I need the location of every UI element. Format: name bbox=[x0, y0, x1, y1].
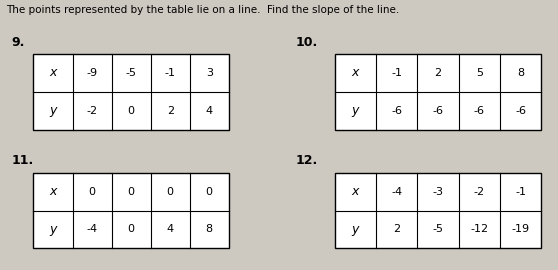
Text: y: y bbox=[49, 104, 57, 117]
Text: -5: -5 bbox=[432, 224, 444, 235]
Text: x: x bbox=[49, 66, 57, 79]
Text: -1: -1 bbox=[515, 187, 526, 197]
Text: 10.: 10. bbox=[296, 36, 318, 49]
Text: -19: -19 bbox=[512, 224, 530, 235]
Text: -4: -4 bbox=[391, 187, 402, 197]
Text: -3: -3 bbox=[432, 187, 444, 197]
Text: -6: -6 bbox=[432, 106, 444, 116]
Text: 8: 8 bbox=[517, 68, 524, 78]
Text: 0: 0 bbox=[167, 187, 174, 197]
Text: 12.: 12. bbox=[296, 154, 318, 167]
Text: x: x bbox=[49, 185, 57, 198]
Text: -6: -6 bbox=[391, 106, 402, 116]
Text: y: y bbox=[352, 104, 359, 117]
Text: 0: 0 bbox=[206, 187, 213, 197]
Bar bbox=[33, 54, 229, 130]
Text: -5: -5 bbox=[126, 68, 137, 78]
Text: 11.: 11. bbox=[11, 154, 33, 167]
Text: 3: 3 bbox=[206, 68, 213, 78]
Text: -4: -4 bbox=[86, 224, 98, 235]
Text: -6: -6 bbox=[515, 106, 526, 116]
Text: 2: 2 bbox=[435, 68, 441, 78]
Text: -2: -2 bbox=[86, 106, 98, 116]
Text: 4: 4 bbox=[206, 106, 213, 116]
Text: 2: 2 bbox=[167, 106, 174, 116]
Text: -1: -1 bbox=[391, 68, 402, 78]
Bar bbox=[33, 173, 229, 248]
Bar bbox=[335, 54, 541, 130]
Text: 0: 0 bbox=[128, 187, 134, 197]
Text: x: x bbox=[352, 185, 359, 198]
Text: 9.: 9. bbox=[11, 36, 25, 49]
Text: -1: -1 bbox=[165, 68, 176, 78]
Text: The points represented by the table lie on a line.  Find the slope of the line.: The points represented by the table lie … bbox=[6, 5, 399, 15]
Text: -6: -6 bbox=[474, 106, 485, 116]
Text: -12: -12 bbox=[470, 224, 488, 235]
Bar bbox=[335, 173, 541, 248]
Text: 0: 0 bbox=[89, 187, 95, 197]
Text: 0: 0 bbox=[128, 106, 134, 116]
Text: -2: -2 bbox=[474, 187, 485, 197]
Text: x: x bbox=[352, 66, 359, 79]
Text: 5: 5 bbox=[476, 68, 483, 78]
Text: -9: -9 bbox=[86, 68, 98, 78]
Text: y: y bbox=[49, 223, 57, 236]
Text: 4: 4 bbox=[167, 224, 174, 235]
Text: 0: 0 bbox=[128, 224, 134, 235]
Text: 8: 8 bbox=[206, 224, 213, 235]
Text: y: y bbox=[352, 223, 359, 236]
Text: 2: 2 bbox=[393, 224, 400, 235]
